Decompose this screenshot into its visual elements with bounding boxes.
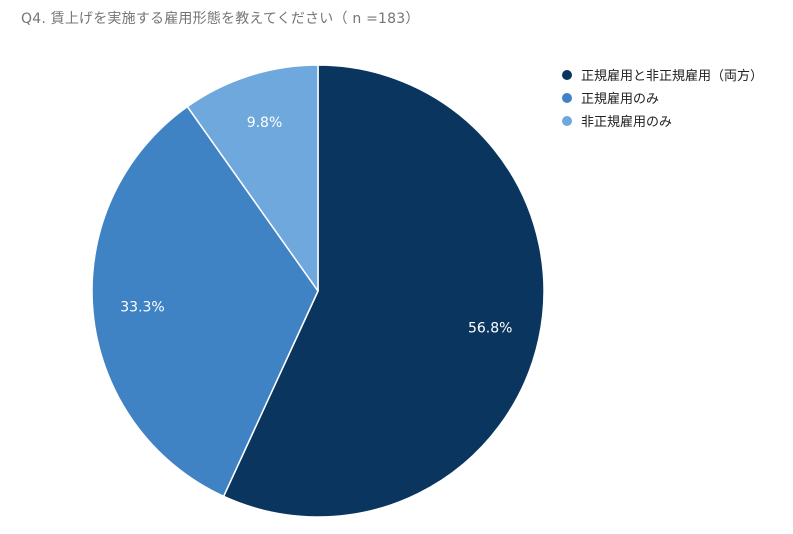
pie-slice[interactable] [91, 105, 319, 498]
pie-slice[interactable] [222, 64, 545, 518]
legend-marker [562, 69, 572, 80]
legend-item[interactable]: 非正規雇用のみ [562, 109, 763, 132]
slice-value-label: 33.3% [120, 299, 164, 315]
legend-marker [562, 115, 572, 126]
slice-value-label: 56.8% [468, 321, 512, 337]
chart-legend: 正規雇用と非正規雇用（両方） 正規雇用のみ 非正規雇用のみ [562, 63, 763, 132]
legend-label: 正規雇用と非正規雇用（両方） [581, 69, 764, 84]
legend-item[interactable]: 正規雇用のみ [562, 86, 763, 109]
slice-value-label: 9.8% [247, 115, 283, 131]
legend-item[interactable]: 正規雇用と非正規雇用（両方） [562, 63, 763, 86]
chart-title: Q4. 賃上げを実施する雇用形態を教えてください（ n =183） [21, 11, 420, 27]
pie-slice[interactable] [186, 64, 319, 292]
legend-label: 正規雇用のみ [581, 92, 660, 107]
legend-marker [562, 92, 572, 103]
legend-label: 非正規雇用のみ [581, 115, 673, 130]
